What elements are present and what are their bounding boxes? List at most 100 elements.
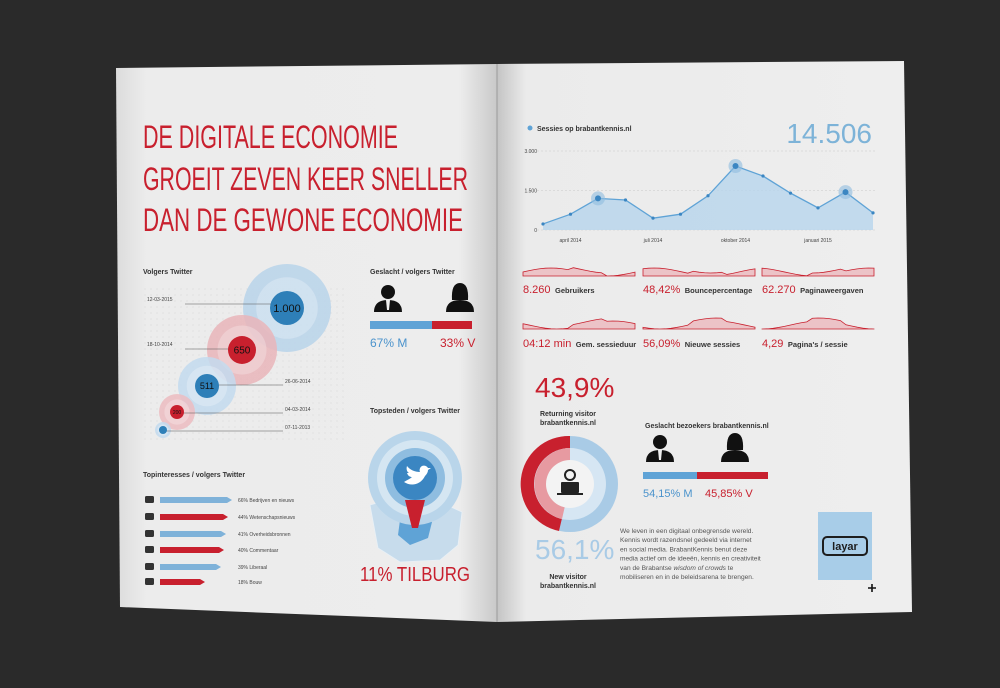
- twitter-icon: [404, 465, 431, 485]
- male-bar: [370, 321, 432, 329]
- point: [568, 212, 573, 216]
- icon-hair: [451, 283, 469, 300]
- gender-icons: [374, 283, 474, 312]
- point: [788, 191, 793, 195]
- section-title: Topsteden / volgers Twitter: [370, 408, 460, 415]
- interest-icon: [145, 496, 154, 503]
- paragraph-line: mobiliseren en in de beleidsarena te bre…: [620, 574, 754, 581]
- headline-line: DE DIGITALE ECONOMIE: [143, 119, 398, 155]
- paragraph-text: wisdom of crowds: [674, 565, 727, 572]
- paragraph-text: We leven in een digitaal onbegrensde wer…: [620, 528, 753, 535]
- paragraph: We leven in een digitaal onbegrensde wer…: [620, 528, 761, 581]
- bubble: [195, 374, 219, 398]
- icon-head: [381, 285, 395, 299]
- kpi-label: Gem. sessieduur: [576, 340, 637, 349]
- interest-arrow: [160, 579, 205, 585]
- paragraph-text: van de Brabantse: [620, 565, 674, 572]
- interest-icon: [145, 546, 154, 553]
- date-label: 18-10-2014: [147, 342, 173, 348]
- interest-icon: [145, 530, 154, 537]
- point: [623, 198, 628, 202]
- paragraph-text: en social media. BrabantKennis benut dez…: [620, 546, 748, 553]
- city-label: 11% TILBURG: [360, 564, 470, 586]
- pin: [405, 500, 425, 528]
- paragraph-text: media actief om de ideeën, kennis en cre…: [620, 556, 761, 563]
- male-label: 54,15% M: [643, 488, 693, 500]
- kpi: 4,29 Pagina's / sessie: [762, 334, 848, 351]
- date-label: 07-11-2013: [285, 425, 310, 431]
- icon-body: [721, 450, 749, 462]
- bubble-value: 511: [200, 381, 214, 391]
- headline-line: DAN DE GEWONE ECONOMIE: [143, 202, 463, 238]
- sessions-chart: 3.000 1.500 0 april 2014 juli 2014 oktober 20…: [524, 149, 876, 244]
- returning-label: Returning visitor: [540, 411, 596, 418]
- kpi-value: 8.260: [523, 284, 551, 296]
- date-label: 26-06-2014: [285, 379, 311, 385]
- section-title: Topinteresses / volgers Twitter: [143, 472, 245, 479]
- icon-tie: [386, 300, 390, 310]
- headline-line: GROEIT ZEVEN KEER SNELLER: [143, 161, 468, 197]
- laptop-base: [557, 493, 583, 495]
- point: [706, 194, 710, 198]
- paragraph-line: We leven in een digitaal onbegrensde wer…: [620, 528, 753, 535]
- icon-head: [653, 435, 667, 449]
- kpi-grid: 8.260 Gebruikers 48,42% Bouncepercentage 6…: [522, 267, 875, 351]
- headline: DE DIGITALE ECONOMIE GROEIT ZEVEN KEER SN…: [143, 119, 468, 238]
- section-title: Volgers Twitter: [143, 269, 193, 276]
- kpi: 48,42% Bouncepercentage: [643, 280, 752, 297]
- paragraph-text: mobiliseren en in de beleidsarena te bre…: [620, 574, 754, 581]
- bubble-value: 650: [234, 346, 251, 357]
- person-icon: [564, 469, 576, 481]
- interest-icon: [145, 563, 154, 570]
- bubble: [270, 291, 304, 325]
- female-bar: [697, 472, 768, 479]
- bubble: [170, 405, 184, 419]
- new-pct: 56,1%: [535, 534, 614, 565]
- kpi-label: Pagina's / sessie: [788, 340, 848, 349]
- sparkline: [761, 317, 875, 330]
- y-tick-label: 3.000: [524, 149, 537, 155]
- gender-icons: [646, 433, 749, 462]
- kpi: 56,09% Nieuwe sessies: [643, 334, 740, 351]
- point: [761, 174, 765, 178]
- x-tick-label: april 2014: [560, 238, 582, 244]
- bubble: [159, 426, 167, 434]
- interest-label: 18% Bouw: [238, 580, 262, 586]
- legend-label: Sessies op brabantkennis.nl: [537, 126, 632, 133]
- visitor-donut: [520, 435, 618, 532]
- kpi-value: 56,09%: [643, 338, 681, 350]
- x-tick-label: juli 2014: [643, 238, 663, 244]
- returning-label: brabantkennis.nl: [540, 420, 596, 427]
- kpi-value: 04:12 min: [523, 338, 571, 350]
- y-tick-label: 0: [534, 228, 537, 234]
- section-title: Geslacht bezoekers brabantkennis.nl: [645, 423, 769, 430]
- logo-box: [818, 512, 872, 580]
- interest-arrow: [160, 497, 232, 503]
- interest-label: 44% Wetenschapsnieuws: [238, 515, 296, 521]
- x-tick-label: oktober 2014: [721, 238, 750, 244]
- kpi-value: 62.270: [762, 284, 796, 296]
- kpi-label: Nieuwe sessies: [685, 340, 740, 349]
- icon-tie: [658, 450, 662, 460]
- paragraph-text: te: [726, 565, 734, 572]
- bubble: [228, 336, 256, 364]
- kpi-value: 4,29: [762, 338, 783, 350]
- female-label: 33% V: [440, 336, 475, 350]
- area: [543, 166, 873, 230]
- interest-icon: [145, 513, 154, 520]
- kpi: 04:12 min Gem. sessieduur: [523, 334, 636, 351]
- sparkline: [761, 267, 875, 277]
- interest-list: 66% Bedrijven en nieuws 44% Wetenschapsni…: [145, 496, 296, 586]
- paragraph-line: media actief om de ideeën, kennis en cre…: [620, 556, 761, 563]
- bubble-value: 200: [173, 410, 182, 416]
- male-bar: [643, 472, 697, 479]
- legend-dot: [527, 125, 533, 131]
- section-title: Geslacht / volgers Twitter: [370, 269, 455, 276]
- point: [651, 216, 655, 220]
- male-label: 67% M: [370, 336, 407, 350]
- paragraph-line: van de Brabantse wisdom of crowds te: [620, 565, 734, 572]
- interest-arrow: [160, 531, 226, 537]
- point: [842, 189, 849, 196]
